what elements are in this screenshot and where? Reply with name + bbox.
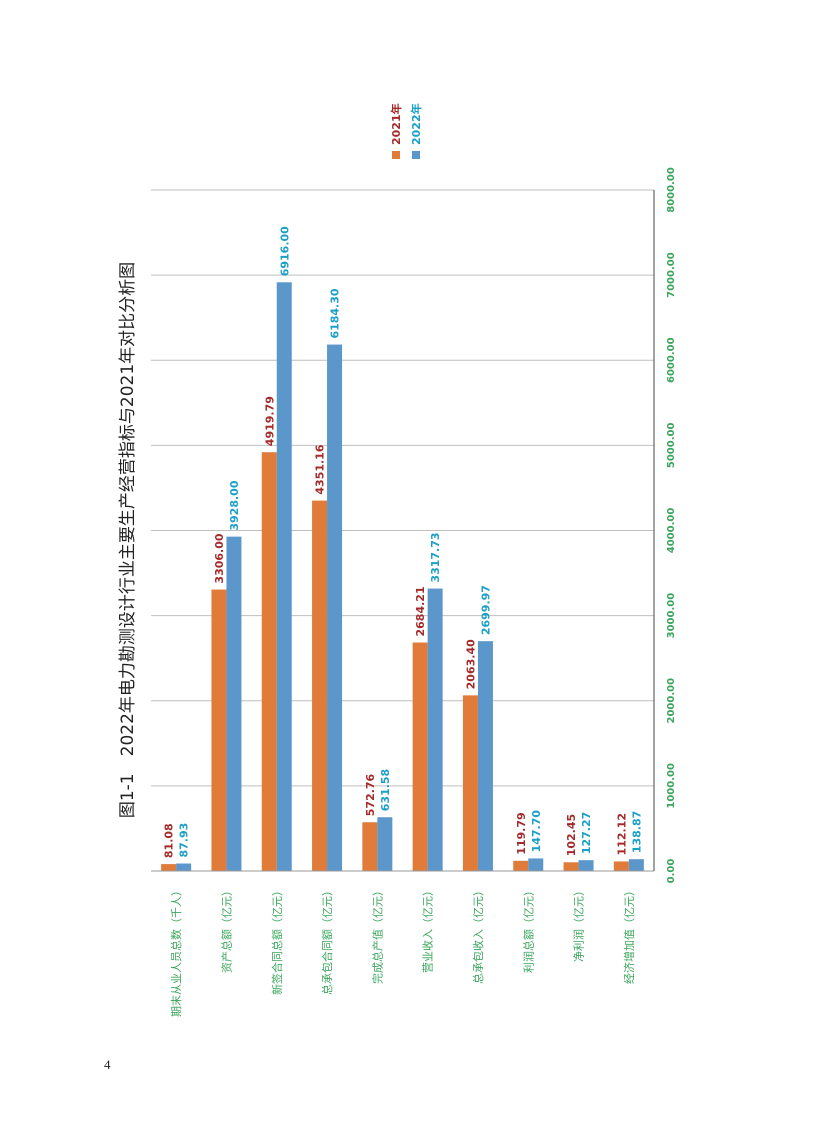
category-label: 新签合同总额（亿元） bbox=[270, 885, 284, 995]
category-label: 资产总额（亿元） bbox=[219, 885, 233, 973]
data-label: 3317.73 bbox=[429, 532, 442, 582]
tick-label: 2000.00 bbox=[666, 678, 677, 724]
category-label: 经济增加值（亿元） bbox=[622, 885, 636, 984]
data-label: 2063.40 bbox=[464, 639, 477, 689]
category-label: 期末从业人员总数（千人） bbox=[169, 885, 183, 1017]
data-label: 119.79 bbox=[515, 812, 528, 854]
bar-2021 bbox=[312, 500, 328, 871]
bar-2022 bbox=[226, 536, 242, 871]
data-label: 102.45 bbox=[565, 814, 578, 856]
bar-2022 bbox=[628, 859, 644, 871]
bar-2021 bbox=[161, 864, 177, 871]
legend-swatch bbox=[392, 151, 400, 159]
data-label: 4919.79 bbox=[263, 396, 276, 446]
data-label: 2699.97 bbox=[479, 585, 492, 635]
legend-label: 2022年 bbox=[409, 103, 423, 145]
data-label: 3306.00 bbox=[213, 533, 226, 583]
legend: 2021年 2022年 bbox=[389, 103, 423, 159]
tick-label: 6000.00 bbox=[666, 337, 677, 383]
data-label: 147.70 bbox=[530, 810, 543, 853]
bar-2021 bbox=[362, 822, 378, 871]
bar-2021 bbox=[563, 862, 579, 871]
data-label: 3928.00 bbox=[228, 480, 241, 530]
bar-2021 bbox=[513, 860, 529, 871]
data-label: 138.87 bbox=[630, 811, 643, 853]
tick-label: 7000.00 bbox=[666, 252, 677, 298]
data-label: 87.93 bbox=[178, 823, 191, 858]
bars bbox=[161, 282, 644, 871]
bar-2022 bbox=[578, 860, 594, 871]
data-label: 2684.21 bbox=[414, 586, 427, 636]
data-label: 631.58 bbox=[379, 769, 392, 811]
data-label: 81.08 bbox=[163, 823, 176, 858]
chart-title: 图1-1 2022年电力勘测设计行业主要生产经营指标与2021年对比分析图 bbox=[118, 262, 138, 818]
legend-swatch bbox=[412, 151, 420, 159]
data-label: 572.76 bbox=[364, 773, 377, 816]
legend-label: 2021年 bbox=[389, 103, 403, 145]
category-label: 总承包收入（亿元） bbox=[471, 885, 485, 984]
data-label: 112.12 bbox=[615, 813, 628, 855]
category-label: 营业收入（亿元） bbox=[421, 885, 435, 973]
bar-2021 bbox=[462, 695, 478, 871]
bar-2022 bbox=[276, 282, 292, 871]
data-label: 6916.00 bbox=[278, 226, 291, 276]
tick-label: 3000.00 bbox=[666, 593, 677, 639]
tick-label: 8000.00 bbox=[666, 167, 677, 213]
bar-2022 bbox=[377, 817, 393, 871]
category-label: 净利润（亿元） bbox=[572, 885, 586, 962]
data-label: 127.27 bbox=[580, 812, 593, 854]
bar-2022 bbox=[327, 344, 343, 871]
tick-label: 4000.00 bbox=[666, 508, 677, 554]
data-label: 4351.16 bbox=[314, 444, 327, 494]
category-label: 总承包合同额（亿元） bbox=[320, 885, 334, 995]
bar-2022 bbox=[477, 641, 493, 871]
bar-2021 bbox=[261, 452, 277, 871]
bar-2022 bbox=[176, 863, 192, 871]
tick-label: 5000.00 bbox=[666, 423, 677, 469]
page-number: 4 bbox=[104, 1057, 111, 1072]
tick-label: 0.00 bbox=[666, 859, 677, 884]
axes: 0.00 1000.00 2000.00 3000.00 4000.00 5000.00 6… bbox=[151, 167, 677, 1017]
tick-label: 1000.00 bbox=[666, 763, 677, 809]
bar-2021 bbox=[211, 589, 227, 871]
category-label: 利润总额（亿元） bbox=[521, 885, 535, 973]
bar-2021 bbox=[613, 861, 629, 871]
data-label: 6184.30 bbox=[329, 288, 342, 338]
category-label: 完成总产值（亿元） bbox=[370, 885, 384, 984]
bar-2022 bbox=[427, 588, 443, 871]
bar-2022 bbox=[528, 858, 544, 871]
bar-2021 bbox=[412, 642, 428, 871]
